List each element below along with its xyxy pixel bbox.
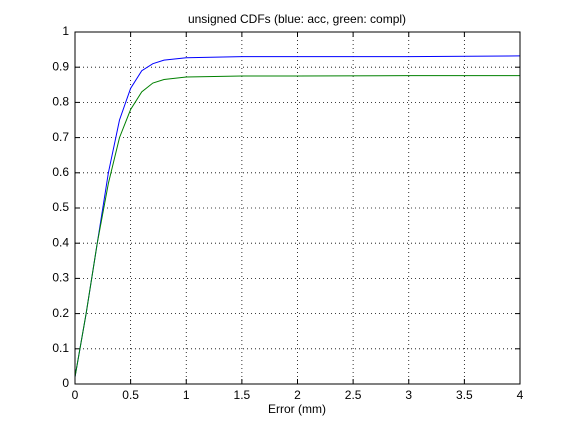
y-tick-label: 0.6 xyxy=(52,165,69,179)
y-tick-label: 0.9 xyxy=(52,59,69,73)
y-tick-label: 0.8 xyxy=(52,95,69,109)
x-tick-label: 1 xyxy=(183,388,190,402)
x-axis-label: Error (mm) xyxy=(268,402,326,416)
series-line xyxy=(74,75,520,378)
y-tick-label: 0.1 xyxy=(52,341,69,355)
x-tick-label: 0 xyxy=(72,388,79,402)
y-tick-label: 1 xyxy=(62,24,69,38)
y-tick-label: 0.7 xyxy=(52,130,69,144)
chart-title: unsigned CDFs (blue: acc, green: compl) xyxy=(188,12,406,26)
x-tick-label: 2.5 xyxy=(345,388,362,402)
y-tick-label: 0 xyxy=(62,376,69,390)
y-tick-label: 0.3 xyxy=(52,271,69,285)
y-tick-label: 0.4 xyxy=(52,235,69,249)
y-tick-label: 0.5 xyxy=(52,200,69,214)
x-tick-label: 3 xyxy=(405,388,412,402)
x-tick-label: 0.5 xyxy=(122,388,139,402)
x-tick-label: 1.5 xyxy=(234,388,251,402)
x-tick-label: 2 xyxy=(294,388,301,402)
x-tick-label: 3.5 xyxy=(456,388,473,402)
x-tick-label: 4 xyxy=(517,388,524,402)
plot-frame xyxy=(74,31,521,385)
y-tick-label: 0.2 xyxy=(52,306,69,320)
